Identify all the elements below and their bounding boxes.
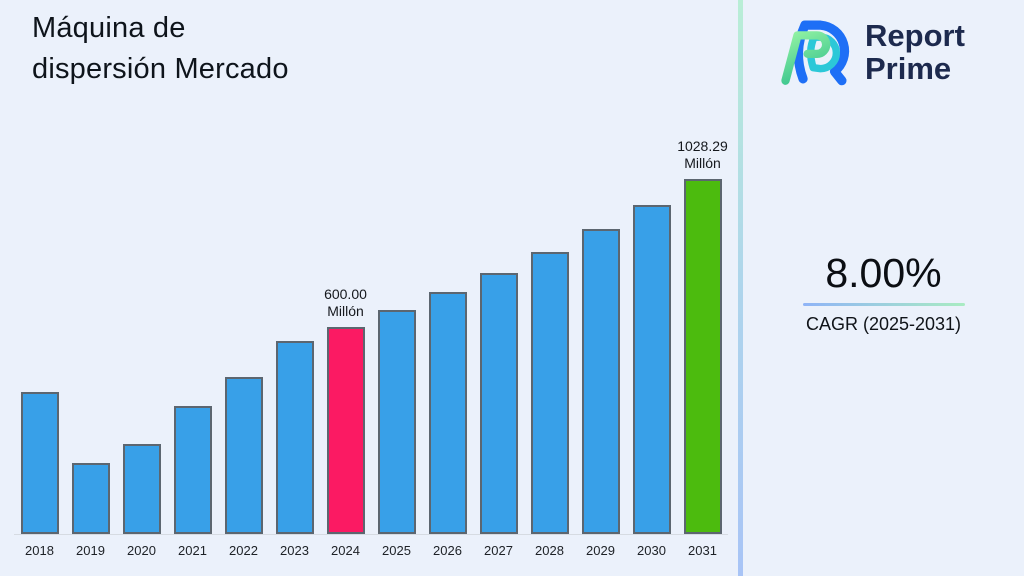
x-label-2026: 2026: [433, 543, 462, 558]
cagr-block: 8.00% CAGR (2025-2031): [743, 250, 1024, 335]
bar-2020: [122, 444, 161, 534]
bar-annotation-2031: 1028.29 Millón: [677, 138, 728, 171]
x-label-2029: 2029: [586, 543, 615, 558]
x-label-2028: 2028: [535, 543, 564, 558]
bar-2021: [173, 406, 212, 534]
bar-2022: [224, 377, 263, 534]
cagr-label: CAGR (2025-2031): [805, 314, 962, 334]
plot-area: 600.00 Millón 1028.29 Millón: [14, 138, 728, 535]
brand-name-line1: Report: [865, 18, 965, 53]
bar-2024: [326, 327, 365, 534]
bar-2023: [275, 341, 314, 534]
x-label-2030: 2030: [637, 543, 666, 558]
brand-logo: Report Prime: [779, 16, 965, 88]
x-label-2021: 2021: [178, 543, 207, 558]
x-axis-labels: 2018 2019 2020 2021 2022 2023 2024 2025 2026 2027…: [14, 543, 728, 563]
x-label-2020: 2020: [127, 543, 156, 558]
x-label-2027: 2027: [484, 543, 513, 558]
page-title-line2: dispersión Mercado: [32, 53, 289, 85]
x-label-2024: 2024: [331, 543, 360, 558]
x-label-2019: 2019: [76, 543, 105, 558]
bar-2027: [479, 273, 518, 534]
x-label-2022: 2022: [229, 543, 258, 558]
bar-2029: [581, 229, 620, 534]
bar-2028: [530, 252, 569, 534]
report-prime-logo-icon: [781, 20, 850, 86]
bar-2031: [683, 179, 722, 534]
page-title-line1: Máquina de: [32, 12, 186, 44]
x-axis-line: [14, 534, 728, 535]
x-label-2031: 2031: [688, 543, 717, 558]
x-label-2025: 2025: [382, 543, 411, 558]
bar-2026: [428, 292, 467, 534]
cagr-value: 8.00%: [825, 250, 942, 296]
section-divider: [738, 0, 743, 576]
chart-section: Máquina de dispersión Mercado 600.00 Mil…: [14, 8, 728, 563]
bar-annotation-2024: 600.00 Millón: [324, 286, 367, 319]
brand-name: Report Prime: [865, 19, 965, 85]
bar-2025: [377, 310, 416, 534]
page-title: Máquina de dispersión Mercado: [32, 8, 289, 90]
cagr-underline: [802, 303, 965, 306]
bar-2019: [71, 463, 110, 534]
x-label-2023: 2023: [280, 543, 309, 558]
info-panel: Report Prime 8.00% CAGR (2025-2031): [743, 0, 1024, 576]
bar-2030: [632, 205, 671, 534]
bar-2018: [20, 392, 59, 534]
x-label-2018: 2018: [25, 543, 54, 558]
brand-name-line2: Prime: [865, 51, 952, 86]
